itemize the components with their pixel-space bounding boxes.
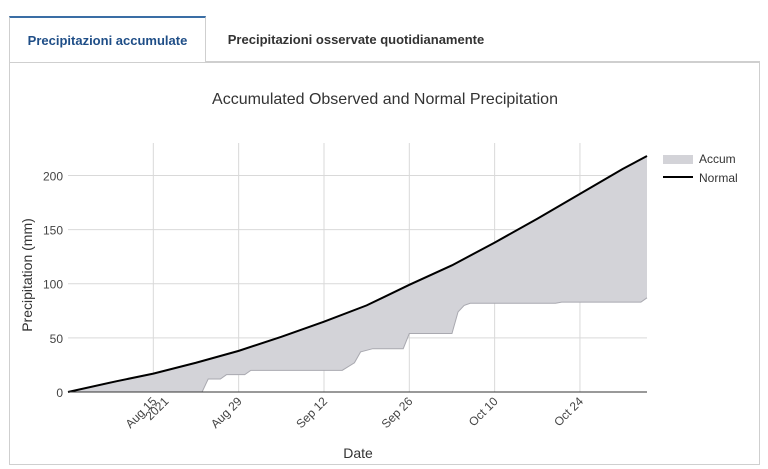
y-tick-label: 100 <box>43 278 63 292</box>
tab-strip-divider <box>206 61 760 62</box>
chart-title: Accumulated Observed and Normal Precipit… <box>212 91 558 108</box>
normal-line <box>67 155 648 393</box>
x-tick-label: Aug 29 <box>208 394 245 431</box>
x-tick-label: Oct 24 <box>551 394 586 429</box>
legend: Accum Normal <box>663 152 738 185</box>
precipitation-chart: Accumulated Observed and Normal Precipit… <box>19 91 738 461</box>
accum-line <box>68 297 648 393</box>
chart-panel: Accumulated Observed and Normal Precipit… <box>9 62 760 465</box>
accum-series <box>68 155 648 393</box>
tab-accumulated-precipitation[interactable]: Precipitazioni accumulate <box>9 16 206 62</box>
x-axis-label: Date <box>343 445 373 461</box>
x-tick-label: Sep 12 <box>293 394 330 431</box>
tab-daily-observed-precipitation[interactable]: Precipitazioni osservate quotidianamente <box>227 31 485 47</box>
y-tick-label: 150 <box>43 224 63 238</box>
x-tick-label: Oct 10 <box>466 394 501 429</box>
legend-swatch-accum <box>663 155 693 164</box>
tab-bar: Precipitazioni accumulate Precipitazioni… <box>9 16 761 62</box>
normal-series <box>67 155 648 393</box>
legend-label-accum: Accum <box>699 152 736 166</box>
y-tick-label: 200 <box>43 169 63 183</box>
accum-area <box>68 155 647 392</box>
y-tick-label: 0 <box>56 386 63 400</box>
x-tick-label: Sep 26 <box>379 394 416 431</box>
y-tick-label: 50 <box>50 332 64 346</box>
legend-label-normal: Normal <box>699 171 738 185</box>
y-axis-label: Precipitation (mm) <box>19 218 35 332</box>
